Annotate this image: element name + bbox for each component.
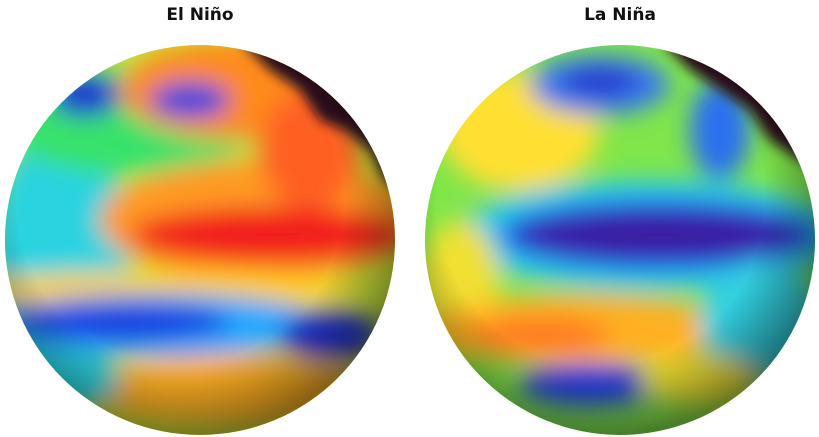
el-nino-globe — [5, 45, 395, 435]
panel-title: El Niño — [166, 5, 233, 25]
panel-title: La Niña — [584, 5, 656, 25]
la-nina-globe — [425, 45, 815, 435]
globe-shading — [425, 45, 815, 435]
globe-shading — [5, 45, 395, 435]
